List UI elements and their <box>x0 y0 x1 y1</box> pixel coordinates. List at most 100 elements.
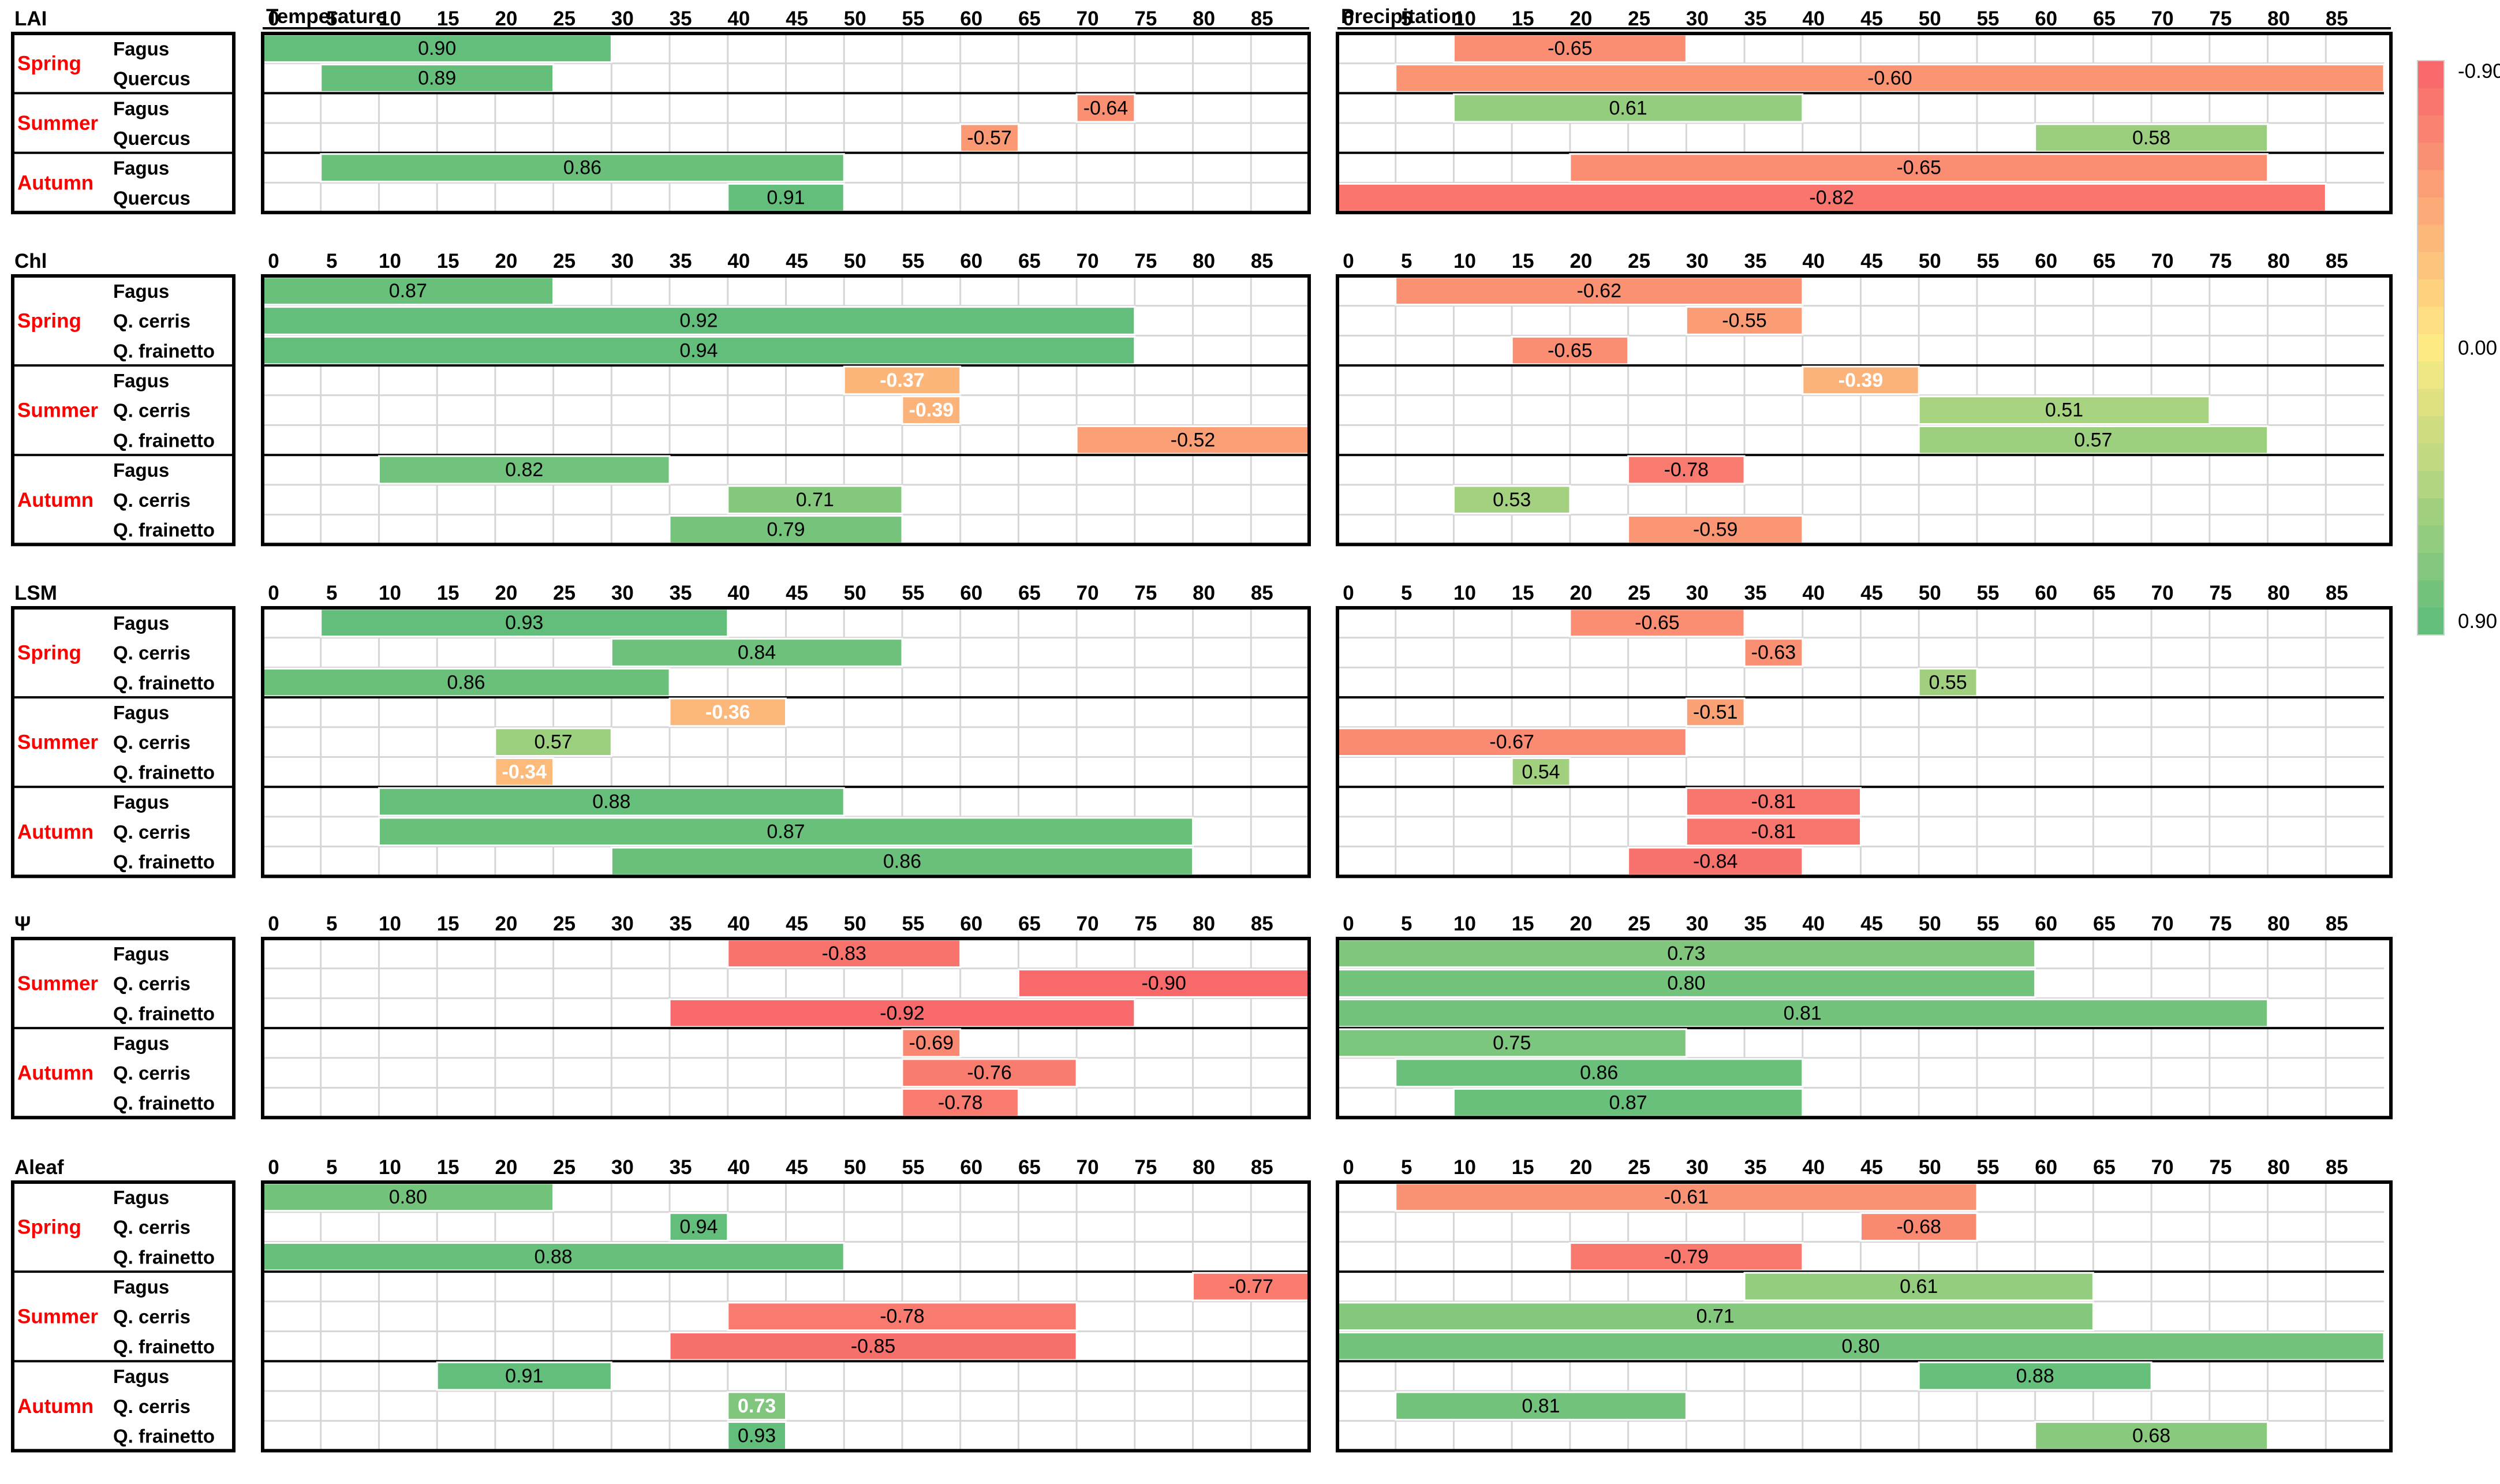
x-tick-label: 80 <box>2267 8 2290 30</box>
bar-value-label: 0.71 <box>1696 1306 1735 1328</box>
x-tick-label: 0 <box>1343 8 1354 30</box>
x-tick-label: 25 <box>553 582 576 604</box>
bar-value-label: 0.86 <box>883 850 921 872</box>
species-label: Q. frainetto <box>113 519 215 540</box>
bar-value-label: -0.81 <box>1751 791 1796 813</box>
x-tick-label: 25 <box>1628 8 1650 30</box>
grid-frame-precipitation <box>1336 274 2393 547</box>
heat-bar <box>1918 667 1978 697</box>
x-tick-label: 80 <box>2267 1156 2290 1179</box>
bar-value-label: 0.93 <box>505 612 543 634</box>
heat-bar <box>901 395 962 425</box>
x-tick-label: 30 <box>1686 250 1709 272</box>
bar-value-label: 0.75 <box>1493 1032 1531 1054</box>
heat-bar <box>1685 787 1862 817</box>
heat-bar <box>610 847 1194 876</box>
panel-4: Aleaf 0 5 10 15 20 25 30 35 40 45 50 55 60 65 70 75 80 85 0… <box>11 1156 2393 1453</box>
bar-value-label: 0.91 <box>505 1365 543 1387</box>
colorbar-swatch <box>2417 580 2444 608</box>
x-tick-label: 0 <box>268 913 279 935</box>
heat-bar <box>1802 365 1920 395</box>
heat-bar <box>901 1058 1078 1088</box>
x-tick-label: 10 <box>1453 8 1476 30</box>
grid-frame-precipitation <box>1336 606 2393 879</box>
x-tick-label: 20 <box>495 1156 517 1179</box>
season-label: Summer <box>17 1306 98 1328</box>
bar-value-label: 0.86 <box>1580 1062 1618 1084</box>
species-label: Q. frainetto <box>113 1003 215 1024</box>
bar-value-label: 0.91 <box>767 186 805 208</box>
bar-value-label: 0.86 <box>447 671 485 693</box>
heat-bar <box>1918 395 2211 425</box>
season-label: Spring <box>17 1216 81 1239</box>
colorbar-label: -0.90 <box>2458 60 2500 83</box>
species-label: Quercus <box>113 128 190 149</box>
season-label: Autumn <box>17 821 94 843</box>
heat-bar <box>378 817 1194 847</box>
species-label: Fagus <box>113 98 169 119</box>
x-tick-label: 15 <box>437 1156 459 1179</box>
bar-value-label: 0.61 <box>1609 97 1647 119</box>
bar-value-label: 0.58 <box>2132 127 2170 149</box>
x-tick-label: 10 <box>1453 913 1476 935</box>
grid-frame-precipitation <box>1336 32 2393 215</box>
x-tick-label: 40 <box>1802 913 1825 935</box>
bar-value-label: -0.37 <box>880 369 925 391</box>
bar-value-label: -0.78 <box>1664 459 1709 481</box>
species-label: Q. frainetto <box>113 340 215 361</box>
x-tick-label: 0 <box>1343 913 1354 935</box>
colorbar-swatch <box>2417 388 2444 417</box>
bar-value-label: 0.68 <box>2132 1425 2170 1446</box>
heat-bar <box>1017 969 1310 998</box>
heat-bar <box>727 1391 787 1421</box>
x-tick-label: 50 <box>1919 913 1941 935</box>
grid-frame-temperature <box>261 274 1311 547</box>
x-tick-label: 50 <box>844 913 866 935</box>
heat-bar <box>1685 817 1862 847</box>
heat-bar <box>1336 1332 2385 1361</box>
season-label: Summer <box>17 112 98 134</box>
bar-value-label: 0.53 <box>1493 489 1531 511</box>
label-frame <box>11 1180 236 1453</box>
x-tick-label: 65 <box>2093 250 2116 272</box>
bar-value-label: -0.83 <box>821 943 866 965</box>
x-tick-label: 25 <box>1628 1156 1650 1179</box>
x-tick-label: 10 <box>379 582 401 604</box>
x-tick-label: 35 <box>1744 250 1767 272</box>
x-tick-label: 70 <box>2151 913 2174 935</box>
species-label: Q. cerris <box>113 821 190 843</box>
heat-bar <box>1395 1058 1804 1088</box>
x-tick-label: 65 <box>1018 250 1041 272</box>
x-tick-label: 80 <box>2267 913 2290 935</box>
heat-bar <box>1511 335 1630 365</box>
bar-value-label: -0.81 <box>1751 821 1796 843</box>
bar-value-label: 0.82 <box>505 459 543 481</box>
x-tick-label: 70 <box>1077 913 1099 935</box>
panel-0: LAI 0 5 10 15 20 25 30 35 40 45 50 55 60 65 70 75 80 85 0 5 1… <box>11 8 2393 215</box>
x-tick-label: 0 <box>268 250 279 272</box>
species-label: Q. cerris <box>113 400 190 421</box>
heat-bar <box>2034 1421 2269 1451</box>
x-tick-label: 0 <box>1343 582 1354 604</box>
label-frame <box>11 606 236 879</box>
x-tick-label: 60 <box>2035 1156 2057 1179</box>
x-tick-label: 75 <box>2209 913 2232 935</box>
grid-frame-temperature <box>261 606 1311 879</box>
bar-value-label: 0.73 <box>738 1395 776 1417</box>
x-tick-label: 65 <box>1018 1156 1041 1179</box>
x-tick-label: 75 <box>2209 8 2232 30</box>
x-tick-label: 35 <box>670 1156 692 1179</box>
species-label: Q. frainetto <box>113 429 215 451</box>
species-label: Fagus <box>113 1033 169 1054</box>
grid-frame-precipitation <box>1336 1180 2393 1453</box>
x-tick-label: 35 <box>1744 1156 1767 1179</box>
x-tick-label: 45 <box>786 913 808 935</box>
x-tick-label: 75 <box>1134 250 1157 272</box>
x-tick-label: 85 <box>2326 8 2348 30</box>
x-tick-label: 45 <box>786 8 808 30</box>
colorbar-swatch <box>2417 552 2444 581</box>
x-tick-label: 70 <box>1077 250 1099 272</box>
bar-value-label: -0.59 <box>1693 518 1738 540</box>
x-tick-label: 15 <box>1512 582 1534 604</box>
x-tick-label: 10 <box>379 913 401 935</box>
